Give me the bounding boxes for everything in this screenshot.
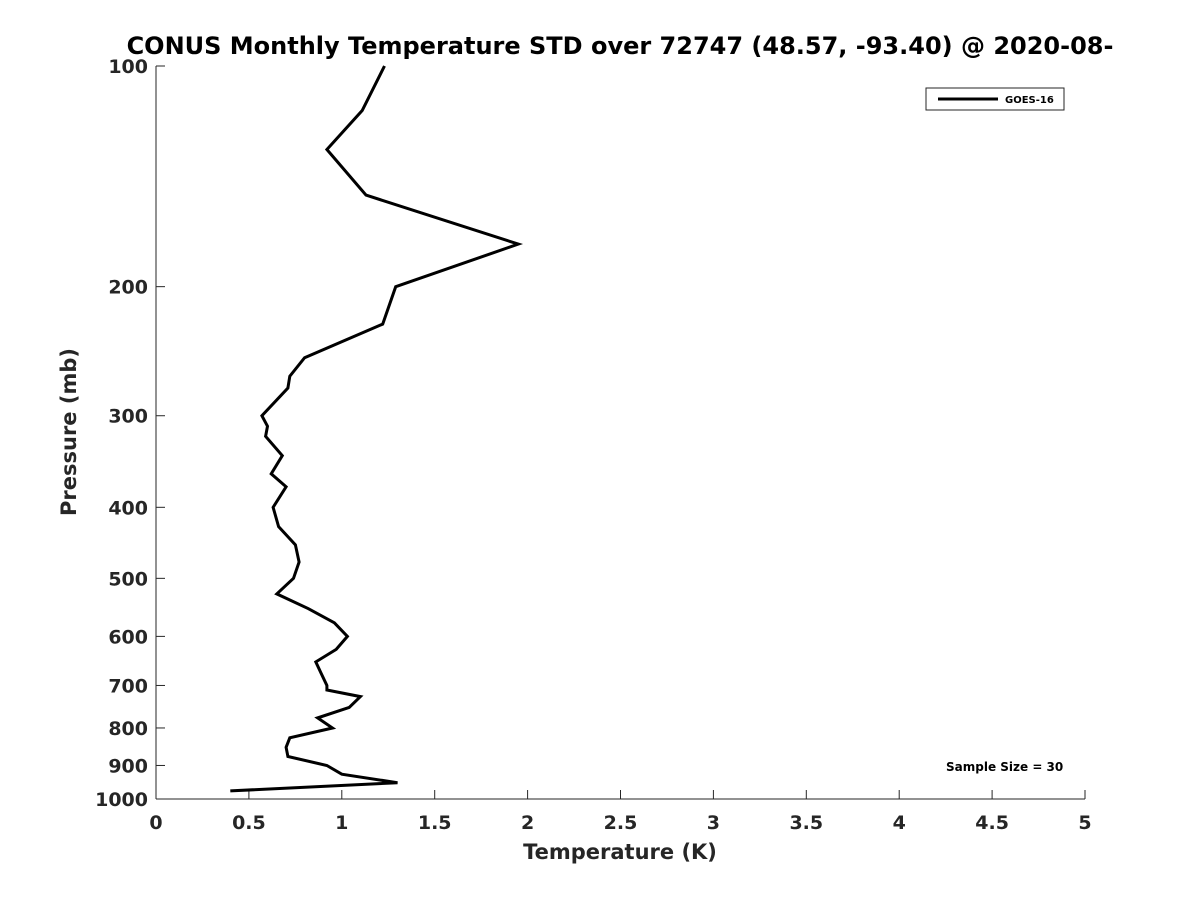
chart-title: CONUS Monthly Temperature STD over 72747… [127,32,1114,60]
x-tick-label: 0.5 [232,812,266,834]
y-axis-label: Pressure (mb) [57,348,81,516]
x-tick-label: 0 [149,812,162,834]
x-tick-label: 5 [1078,812,1091,834]
x-tick-label: 4.5 [975,812,1009,834]
legend: GOES-16 [925,87,1065,111]
x-tick-label: 3 [707,812,720,834]
sample-size-annotation: Sample Size = 30 [946,760,1063,774]
x-tick-label: 4 [893,812,906,834]
series-line-goes-16 [230,65,524,793]
x-axis-ticks: 0 0.5 1 1.5 2 2.5 3 3.5 4 4.5 5 [149,790,1092,834]
y-tick-label: 500 [108,568,148,590]
legend-label: GOES-16 [1005,95,1054,106]
axes [155,66,1085,800]
y-tick-label: 400 [108,497,148,519]
y-tick-label: 200 [108,277,148,299]
y-tick-label: 800 [108,718,148,740]
y-tick-label: 600 [108,626,148,648]
series-group [230,65,524,793]
x-tick-label: 1.5 [418,812,452,834]
y-tick-label: 700 [108,675,148,697]
x-tick-label: 2.5 [604,812,638,834]
x-axis-label: Temperature (K) [523,840,717,864]
y-tick-label: 900 [108,755,148,777]
y-tick-label: 300 [108,406,148,428]
x-tick-label: 1 [335,812,348,834]
y-axis-ticks: 100 200 300 400 500 600 700 800 900 1000 [95,56,165,811]
y-tick-label: 1000 [95,789,148,811]
x-tick-label: 2 [521,812,534,834]
x-tick-label: 3.5 [789,812,823,834]
y-tick-label: 100 [108,56,148,78]
